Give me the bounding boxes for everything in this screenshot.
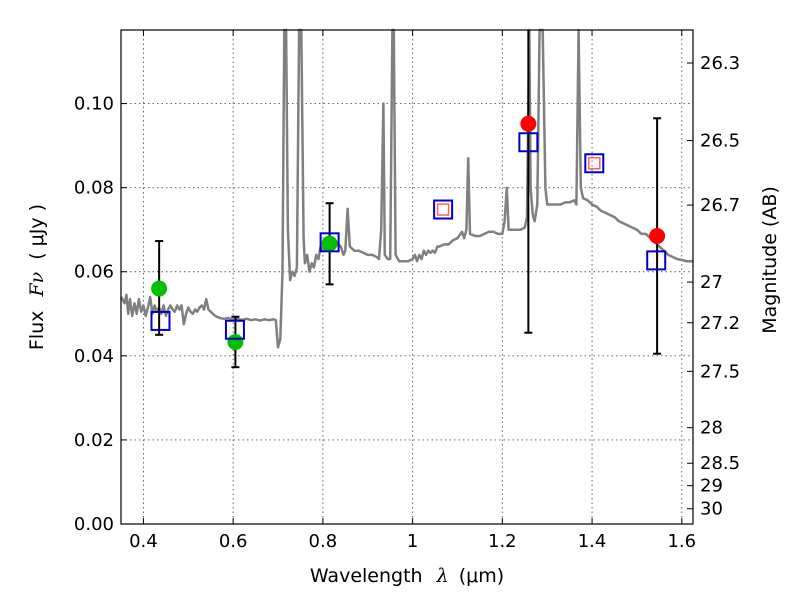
y2-tick-label-0: 26.3	[700, 53, 740, 74]
tick-layer: 0.4 0.6 0.8 1 1.2 1.4 1.6 0.00 0.02 0.04 0.06 0.08 0…	[74, 30, 740, 552]
y-axis-title: Flux Fν ( μJy )	[26, 204, 48, 350]
y2-tick-label-4: 27.2	[700, 313, 740, 334]
y2-tick-label-9: 30	[700, 499, 723, 520]
model-photometry-point-4	[518, 132, 539, 153]
y2-tick-label-7: 28.5	[700, 453, 740, 474]
observed-green-point-1	[227, 333, 244, 350]
x-tick-label-0: 0.4	[129, 531, 158, 552]
observed-red-point-1	[649, 228, 666, 245]
upper-limit-marker-point-0	[436, 203, 450, 216]
model-photometry-point-3	[433, 199, 454, 220]
observed-red-point-0	[520, 115, 537, 132]
y2-tick-label-2: 26.7	[700, 195, 740, 216]
x-tick-label-5: 1.4	[578, 531, 607, 552]
x-tick-label-2: 0.8	[309, 531, 338, 552]
model-sed-line	[119, 28, 693, 349]
observed-green-point-2	[321, 235, 338, 252]
x-tick-label-4: 1.2	[488, 531, 517, 552]
model-photometry-point-6	[646, 250, 667, 271]
y-tick-label-4: 0.08	[74, 178, 114, 199]
y2-tick-label-1: 26.5	[700, 131, 740, 152]
marker-layer	[150, 115, 667, 350]
y-tick-label-0: 0.00	[74, 514, 114, 535]
x-tick-label-6: 1.6	[667, 531, 696, 552]
observed-green-point-0	[151, 280, 168, 297]
model-photometry-point-5	[584, 153, 605, 174]
y-tick-label-5: 0.10	[74, 94, 114, 115]
x-tick-label-1: 0.6	[219, 531, 248, 552]
y2-axis-title: Magnitude (AB)	[759, 186, 781, 334]
x-axis-title: Wavelength λ (μm)	[310, 565, 504, 587]
plot-frame	[120, 29, 694, 525]
y2-tick-label-8: 29	[700, 476, 723, 497]
y2-tick-label-5: 27.5	[700, 361, 740, 382]
model-photometry-point-1	[224, 319, 245, 340]
upper-limit-marker-point-1	[588, 157, 601, 170]
y2-tick-label-6: 28	[700, 418, 723, 439]
sed-layer	[119, 28, 693, 349]
model-photometry-point-0	[150, 310, 171, 331]
y-tick-label-3: 0.06	[74, 262, 114, 283]
x-tick-label-3: 1	[407, 531, 418, 552]
grid-layer	[121, 30, 693, 524]
y2-tick-label-3: 27	[700, 272, 723, 293]
y-tick-label-2: 0.04	[74, 346, 114, 367]
y-tick-label-1: 0.02	[74, 430, 114, 451]
model-photometry-point-2	[319, 232, 340, 253]
